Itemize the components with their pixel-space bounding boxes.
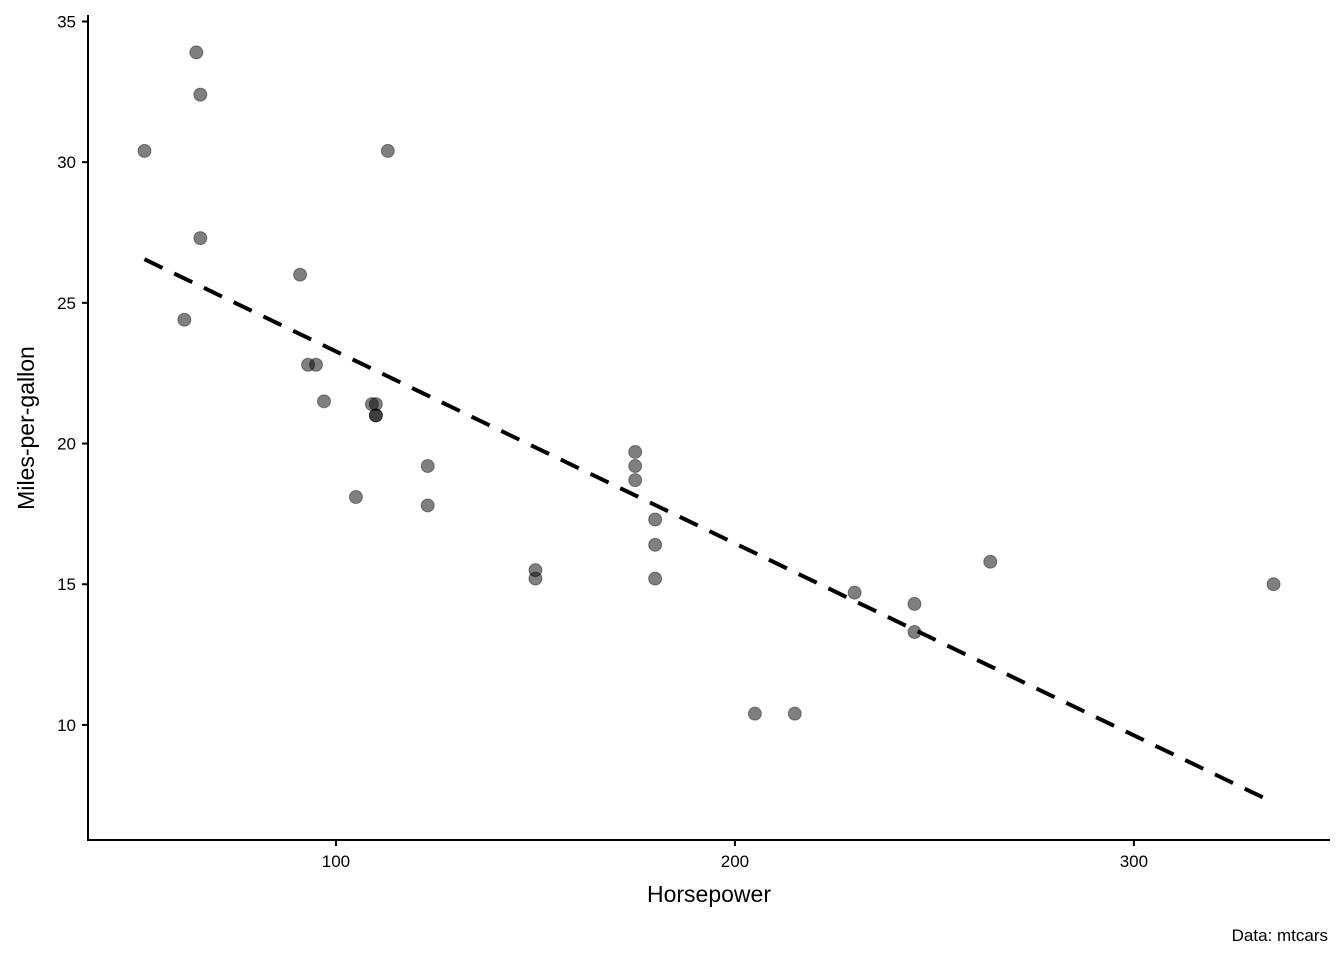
- y-ticks: 10 15 20 25 30 35: [57, 12, 88, 735]
- data-point: [189, 45, 204, 60]
- caption: Data: mtcars: [1232, 926, 1328, 945]
- data-point: [364, 397, 379, 412]
- x-axis-title: Horsepower: [647, 881, 771, 907]
- y-axis-title: Miles-per-gallon: [13, 346, 39, 510]
- data-point: [628, 473, 643, 488]
- data-point: [648, 537, 663, 552]
- data-point: [348, 490, 363, 505]
- data-point: [380, 143, 395, 158]
- x-ticks: 100 200 300: [322, 840, 1148, 871]
- data-point: [316, 394, 331, 409]
- data-point: [193, 87, 208, 102]
- y-tick-label: 20: [57, 435, 76, 454]
- y-tick-label: 30: [57, 153, 76, 172]
- x-tick-label: 100: [322, 852, 350, 871]
- y-tick-label: 10: [57, 716, 76, 735]
- data-point: [137, 143, 152, 158]
- data-point: [847, 585, 862, 600]
- data-point: [628, 444, 643, 459]
- data-point: [983, 554, 998, 569]
- data-point: [648, 571, 663, 586]
- x-tick-label: 200: [721, 852, 749, 871]
- data-point: [193, 231, 208, 246]
- data-point: [420, 498, 435, 513]
- data-point: [309, 357, 324, 372]
- data-point: [628, 459, 643, 474]
- data-point: [787, 706, 802, 721]
- data-point: [747, 706, 762, 721]
- x-tick-label: 300: [1120, 852, 1148, 871]
- data-point: [528, 571, 543, 586]
- data-point: [648, 512, 663, 527]
- y-tick-label: 25: [57, 294, 76, 313]
- trend-line: [143, 257, 1275, 805]
- data-point: [1266, 577, 1281, 592]
- data-point: [907, 596, 922, 611]
- data-point: [177, 312, 192, 327]
- y-tick-label: 15: [57, 575, 76, 594]
- y-tick-label: 35: [57, 12, 76, 31]
- data-point: [420, 459, 435, 474]
- data-point: [293, 267, 308, 282]
- points-layer: [137, 45, 1281, 721]
